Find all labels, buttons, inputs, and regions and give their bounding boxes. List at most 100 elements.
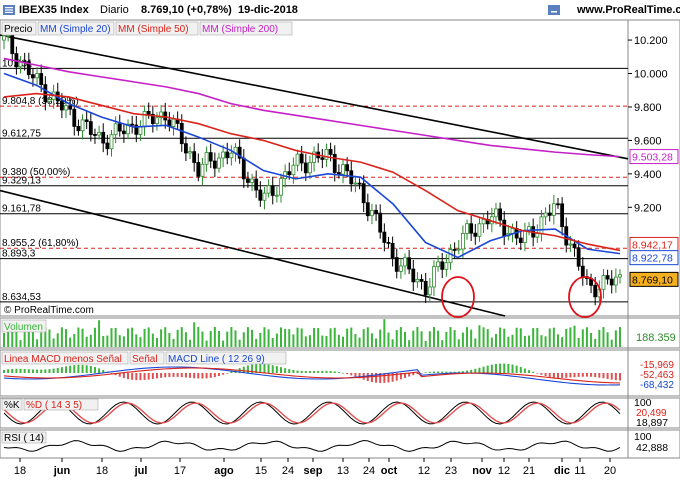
- macd-histogram-bar: [573, 373, 576, 378]
- volume-bar: [226, 331, 229, 347]
- volume-bar: [441, 340, 444, 347]
- macd-histogram-bar: [267, 364, 270, 373]
- volume-bar: [263, 327, 266, 347]
- instrument-name: IBEX35 Index: [19, 4, 89, 16]
- macd-histogram-bar: [577, 373, 580, 377]
- macd-histogram-bar: [89, 366, 92, 373]
- macd-histogram-bar: [304, 371, 307, 373]
- candle-body: [423, 280, 428, 296]
- stoch-k-line: [3, 401, 621, 425]
- volume-bar: [370, 333, 373, 347]
- x-tick-label: 15: [255, 465, 267, 477]
- volume-bar: [461, 332, 464, 347]
- sma50-line: [3, 92, 621, 252]
- volume-bar: [499, 327, 502, 347]
- volume-bar: [127, 328, 130, 347]
- axis-tick-label: 10.000: [634, 69, 668, 81]
- macd-histogram-bar: [387, 373, 390, 383]
- volume-bar: [395, 330, 398, 347]
- volume-bar: [453, 330, 456, 347]
- menu-icon[interactable]: [3, 5, 15, 15]
- candle-body: [436, 261, 440, 268]
- macd-histogram-bar: [131, 373, 134, 380]
- candle-body: [477, 223, 482, 237]
- volume-bar: [585, 327, 588, 347]
- volume-bar: [193, 322, 196, 347]
- macd-histogram-bar: [478, 367, 481, 373]
- volume-bar: [81, 328, 84, 347]
- candle-body: [510, 228, 515, 234]
- volume-bar: [598, 329, 601, 347]
- macd-histogram-bar: [602, 373, 605, 379]
- stoch-d-line: [3, 402, 621, 424]
- macd-histogram-bar: [201, 373, 204, 379]
- volume-bar: [251, 329, 254, 347]
- volume-bar: [23, 331, 26, 347]
- macd-histogram-bar: [255, 363, 258, 373]
- candle-body: [72, 108, 77, 127]
- macd-histogram-bar: [441, 371, 444, 373]
- price-panel-frame: [0, 19, 680, 317]
- macd-signal-line: [3, 367, 621, 384]
- candle-body: [287, 171, 292, 176]
- candle-body: [539, 216, 544, 234]
- volume-bar: [507, 336, 510, 347]
- macd-histogram-bar: [147, 373, 150, 380]
- volume-bar: [569, 327, 572, 347]
- minimize-icon[interactable]: [548, 5, 560, 15]
- candle-body: [262, 192, 267, 201]
- x-tick-label: dic: [554, 465, 570, 477]
- price-badge-label: 8.922,78: [632, 253, 673, 265]
- volume-bar: [131, 327, 134, 347]
- legend-item: Precio: [4, 24, 33, 35]
- macd-value: -15,969: [640, 360, 674, 371]
- volume-bar: [222, 340, 225, 347]
- volume-bar: [420, 331, 423, 347]
- volume-bar: [60, 327, 63, 347]
- macd-histogram-bar: [193, 373, 196, 379]
- macd-histogram-bar: [226, 373, 229, 374]
- legend-box: [37, 21, 115, 36]
- volume-bar: [445, 331, 448, 347]
- macd-histogram-bar: [73, 365, 76, 373]
- volume-bar: [523, 335, 526, 347]
- candle-body: [560, 203, 565, 228]
- x-tick-label: 23: [445, 465, 457, 477]
- volume-bar: [19, 340, 22, 347]
- candle-body: [179, 123, 184, 145]
- x-tick-label: 17: [174, 465, 186, 477]
- macd-histogram-bar: [511, 364, 514, 373]
- volume-bar: [437, 330, 440, 347]
- last-price: 8.769,10 (+0,78%): [141, 4, 232, 16]
- candle-body: [593, 284, 598, 298]
- x-tick-label: jun: [53, 465, 71, 477]
- candle-body: [370, 209, 374, 217]
- sma200-line: [3, 57, 621, 158]
- macd-histogram-bar: [259, 363, 262, 373]
- macd-histogram-bar: [445, 371, 448, 373]
- candle-body: [411, 268, 416, 283]
- candle-body: [84, 119, 89, 123]
- candle-body: [97, 131, 101, 136]
- macd-histogram-bar: [143, 373, 146, 380]
- candle-body: [403, 257, 407, 267]
- legend-box: [115, 21, 199, 36]
- candle-body: [547, 212, 552, 216]
- macd-histogram-bar: [52, 368, 55, 373]
- macd-histogram-bar: [296, 370, 299, 373]
- macd-histogram-bar: [118, 373, 121, 377]
- candle-body: [142, 111, 147, 128]
- macd-histogram-bar: [110, 373, 113, 374]
- macd-histogram-bar: [56, 367, 59, 373]
- candle-body: [221, 151, 226, 159]
- candle-body: [365, 202, 370, 217]
- price-grid: 10.200 10.000 9.800 9.600 9.400 9.200: [628, 35, 668, 214]
- volume-bar: [515, 327, 518, 347]
- candle-body: [618, 274, 622, 278]
- macd-histogram-bar: [482, 366, 485, 373]
- axis-tick-label: 9.600: [634, 135, 662, 147]
- axis-tick-label: 9.200: [634, 202, 662, 214]
- macd-histogram-bar: [437, 371, 440, 373]
- candle-body: [332, 153, 337, 173]
- stoch-axis-label: 100: [634, 397, 652, 409]
